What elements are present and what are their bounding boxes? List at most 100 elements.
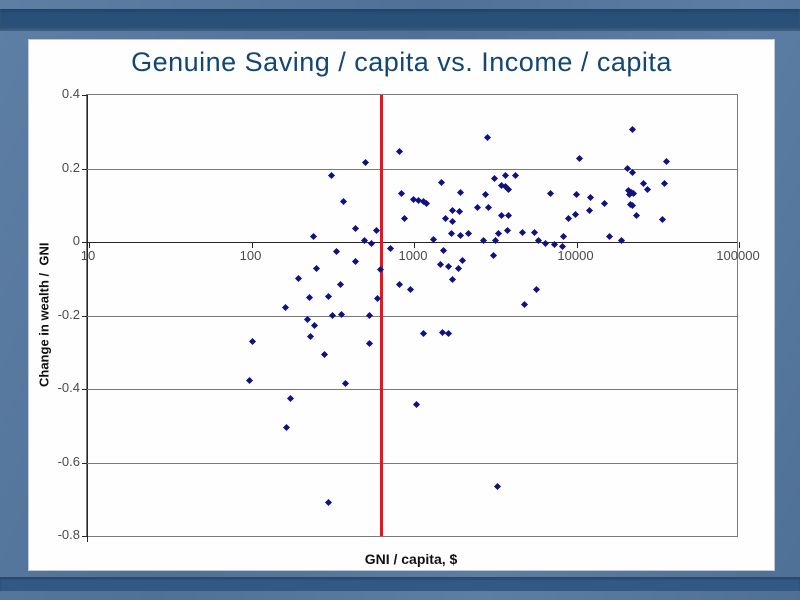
y-tick-mark (82, 389, 87, 390)
data-point (413, 401, 421, 409)
data-point (531, 228, 539, 236)
y-tick-mark (82, 536, 87, 537)
data-point (447, 230, 455, 238)
data-point (628, 125, 636, 133)
data-point (455, 264, 463, 272)
threshold-line (379, 95, 383, 536)
data-point (521, 300, 529, 308)
data-point (282, 424, 290, 432)
data-point (366, 339, 374, 347)
x-tick-mark (89, 242, 90, 248)
data-point (575, 155, 583, 163)
data-point (333, 248, 341, 256)
data-point (542, 239, 550, 247)
data-point (320, 351, 328, 359)
data-point (396, 281, 404, 289)
data-point (305, 294, 313, 302)
data-point (445, 263, 453, 271)
data-point (306, 332, 314, 340)
data-point (480, 237, 488, 245)
x-axis-title: GNI / capita, $ (364, 551, 458, 567)
data-point (662, 157, 670, 165)
data-point (505, 212, 513, 220)
background-bottom-band (0, 577, 800, 591)
data-point (457, 188, 465, 196)
plot-area (82, 94, 740, 542)
data-point (324, 499, 332, 507)
data-point (628, 169, 636, 177)
y-tick-mark (82, 462, 87, 464)
data-point (367, 239, 375, 247)
gridline (87, 389, 737, 390)
data-point (437, 178, 445, 186)
y-tick-label: -0.4 (57, 380, 80, 395)
data-point (248, 337, 256, 345)
data-point (398, 189, 406, 197)
slide: Genuine Saving / capita vs. Income / cap… (28, 39, 775, 571)
data-point (504, 227, 512, 235)
gridline (87, 462, 737, 464)
y-tick-label: -0.8 (57, 527, 80, 542)
data-point (245, 377, 253, 385)
data-point (286, 395, 294, 403)
data-point (310, 321, 318, 329)
x-tick-mark (739, 242, 740, 248)
data-point (559, 232, 568, 240)
data-point (324, 292, 332, 300)
data-point (449, 206, 457, 214)
data-point (309, 233, 317, 241)
data-point (351, 224, 359, 232)
data-point (372, 227, 380, 235)
gridline (87, 315, 737, 317)
data-point (586, 193, 595, 201)
data-point (482, 191, 490, 199)
data-point (502, 171, 510, 179)
data-point (459, 256, 467, 264)
data-point (490, 252, 498, 260)
data-point (512, 172, 520, 180)
data-point (643, 185, 651, 193)
y-axis-line (87, 95, 88, 542)
data-point (484, 134, 492, 142)
background-top-band (0, 9, 800, 31)
data-point (494, 482, 502, 490)
x-tick-label: 100000 (716, 248, 760, 263)
x-tick-label: 100 (239, 248, 262, 263)
zero-line (87, 242, 737, 243)
data-point (585, 206, 593, 214)
data-point (601, 199, 609, 207)
data-point (327, 172, 335, 180)
y-tick-label: 0.2 (61, 159, 80, 175)
data-point (571, 210, 580, 218)
y-tick-label: 0.4 (61, 86, 80, 101)
data-point (351, 258, 359, 266)
y-tick-label: 0 (72, 233, 80, 248)
data-point (564, 214, 573, 222)
data-point (632, 211, 640, 219)
chart-title: Genuine Saving / capita vs. Income / cap… (131, 47, 672, 77)
data-point (546, 190, 554, 198)
y-tick-label: -0.6 (57, 453, 80, 469)
x-tick-label: 10 (80, 248, 96, 263)
data-point (361, 159, 369, 167)
data-point (341, 379, 349, 387)
x-tick-label: 1000 (398, 248, 428, 263)
data-point (449, 217, 457, 225)
data-point (444, 329, 452, 337)
data-point (419, 330, 427, 338)
data-point (505, 185, 513, 193)
data-point (328, 311, 337, 319)
x-tick-label: 10000 (557, 248, 594, 263)
data-point (295, 274, 303, 282)
data-point (456, 208, 464, 216)
gridline (87, 168, 737, 170)
data-point (491, 174, 499, 182)
data-point (337, 281, 345, 289)
data-point (658, 216, 666, 224)
data-point (495, 230, 503, 238)
data-point (465, 230, 473, 238)
data-point (457, 231, 465, 239)
data-point (423, 199, 431, 207)
data-point (449, 275, 457, 283)
data-point (312, 264, 320, 272)
